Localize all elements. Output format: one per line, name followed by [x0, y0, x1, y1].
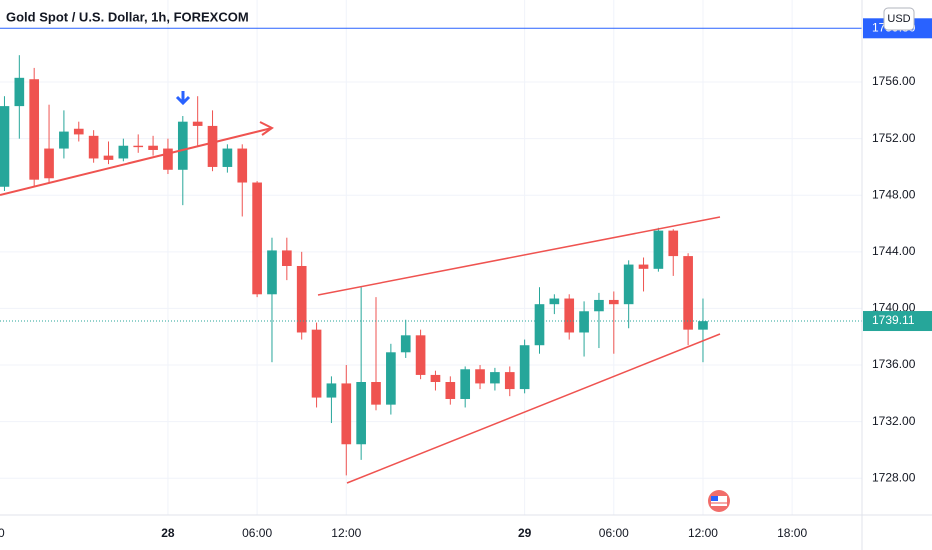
candle-body [148, 145, 158, 150]
candle-body [608, 299, 619, 305]
last-price-label: 1739.11 [872, 313, 915, 327]
candle-body [371, 382, 381, 405]
candle-body [326, 383, 337, 398]
candle-body [400, 335, 411, 353]
x-tick-label: 28 [161, 526, 175, 540]
candle-body [73, 128, 84, 135]
candle-body [356, 382, 366, 445]
candle-body [192, 121, 203, 126]
currency-button[interactable] [883, 7, 915, 31]
candle-body [638, 264, 649, 269]
candle-body [490, 372, 500, 384]
candle-body [296, 265, 307, 333]
candle-body [415, 335, 426, 375]
candle-body [222, 148, 233, 167]
candle-body [59, 131, 69, 149]
candle-body [252, 182, 262, 295]
y-tick-label: 1732.00 [872, 414, 916, 428]
candle-body [103, 155, 114, 160]
last-price-tag [863, 311, 932, 332]
candle-body [163, 148, 173, 170]
candle-body [564, 298, 575, 333]
candle-body [504, 372, 515, 390]
wedge-lower [346, 333, 721, 484]
x-tick-label: 06:00 [242, 526, 272, 540]
candle-body [133, 145, 144, 148]
candle-body [579, 311, 589, 333]
candle-body [519, 345, 530, 390]
candle-body [683, 256, 693, 330]
y-tick-label: 1748.00 [872, 187, 916, 201]
candle-body [311, 329, 322, 398]
price-axis [862, 0, 932, 550]
y-tick-label: 1728.00 [872, 470, 916, 484]
y-tick-label: 1756.00 [872, 74, 916, 88]
wedge-upper [317, 216, 721, 296]
y-tick-label: 1752.00 [872, 131, 916, 145]
candle-body [623, 264, 634, 305]
signal-arrow [175, 91, 191, 106]
y-tick-label: 1744.00 [872, 244, 916, 258]
candle-body [118, 145, 129, 159]
candle-body [88, 135, 99, 159]
x-tick-label: 18:00 [777, 526, 807, 540]
x-tick-label: 12:00 [0, 526, 5, 540]
candle-body [177, 121, 188, 170]
x-tick-label: 12:00 [331, 526, 361, 540]
candle-body [460, 369, 471, 399]
x-tick-label: 06:00 [599, 526, 629, 540]
candle-body [0, 106, 10, 187]
candle-body [44, 148, 54, 179]
candle-body [698, 321, 708, 330]
candle-body [445, 382, 456, 399]
y-tick-label: 1736.00 [872, 357, 916, 371]
candle-body [534, 304, 545, 346]
candle-body [549, 298, 560, 305]
candle-body [668, 230, 679, 257]
candle-body [29, 79, 40, 180]
candle-body [237, 148, 248, 183]
currency-label[interactable]: USD [887, 13, 910, 25]
candle-body [653, 230, 664, 269]
candle-body [475, 369, 485, 384]
x-tick-label: 29 [518, 526, 532, 540]
candle-body [267, 250, 277, 295]
chart-title: Gold Spot / U.S. Dollar, 1h, FOREXCOM [6, 9, 249, 24]
trend-arrow [259, 121, 274, 136]
candle-body [282, 250, 292, 266]
x-tick-label: 12:00 [688, 526, 718, 540]
candle-body [14, 77, 25, 107]
candle-body [594, 299, 604, 312]
candle-body [341, 383, 352, 445]
trend-line [0, 127, 273, 196]
candle-body [430, 374, 441, 383]
candle-body [207, 125, 218, 167]
flag-icon [708, 490, 730, 512]
plot [0, 0, 862, 515]
candle-body [386, 352, 396, 405]
